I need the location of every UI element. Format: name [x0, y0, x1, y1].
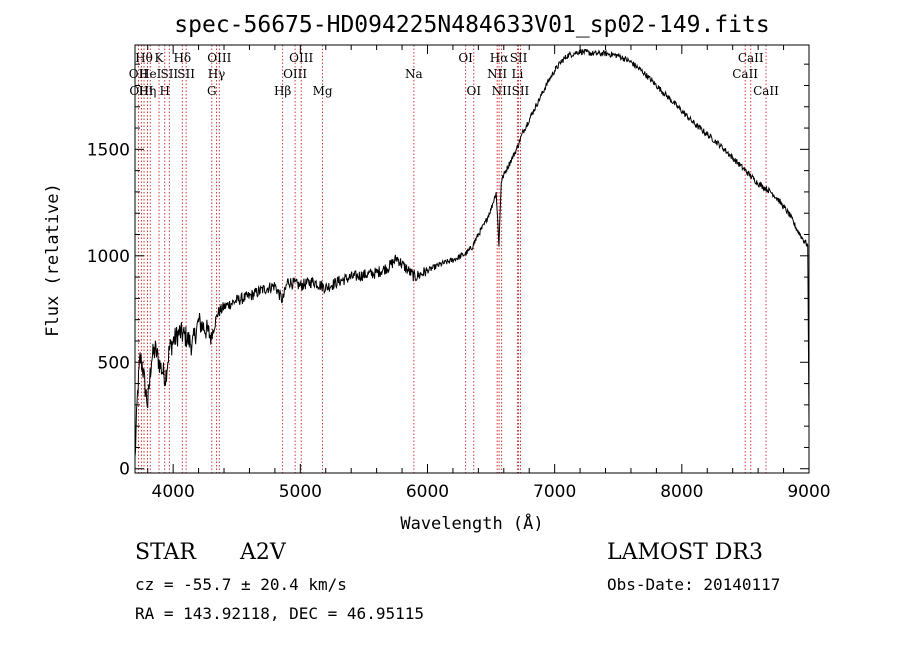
spectral-line-label-4: HeI [139, 67, 162, 81]
y-tick-label-1: 500 [98, 353, 130, 373]
y-tick-label-0: 0 [119, 460, 130, 480]
spectral-line-label-1: OIII [129, 84, 153, 98]
x-tick-label-4: 8000 [660, 482, 703, 502]
spectral-line-label-11: Hγ [208, 67, 226, 81]
y-axis-label: Flux (relative) [43, 183, 63, 337]
x-tick-label-3: 7000 [533, 482, 576, 502]
plot-frame [134, 44, 810, 474]
spectral-line-label-0: OII [129, 67, 149, 81]
spectral-line-label-25: SII [512, 84, 530, 98]
spectral-line-label-18: OI [458, 51, 473, 65]
spectral-line-label-5: K [155, 51, 165, 65]
spectral-line-label-13: Hβ [274, 84, 291, 98]
spectral-line-label-20: NII [487, 67, 507, 81]
object-type: STAR [135, 540, 196, 565]
spectral-line-label-21: Hα [490, 51, 509, 65]
x-tick-label-1: 5000 [279, 482, 322, 502]
spectral-line-label-12: OIII [207, 51, 231, 65]
redshift-readout: cz = -55.7 ± 20.4 km/s [135, 575, 347, 594]
spectral-line-label-19: OI [466, 84, 481, 98]
spectral-line-label-17: Na [405, 67, 423, 81]
spectral-line-label-16: Mg [313, 84, 333, 98]
spectral-line-label-10: G [207, 84, 217, 98]
x-tick-label-0: 4000 [152, 482, 195, 502]
y-tick-label-3: 1500 [87, 140, 130, 160]
survey-name: LAMOST DR3 [607, 540, 763, 565]
spectral-line-label-14: OIII [283, 67, 307, 81]
spectral-line-label-6: H [160, 84, 170, 98]
spectral-line-label-8: Hδ [173, 51, 191, 65]
spectral-line-label-2: Hθ [135, 51, 153, 65]
chart-title: spec-56675-HD094225N484633V01_sp02-149.f… [174, 12, 769, 38]
coordinates: RA = 143.92118, DEC = 46.95115 [135, 604, 424, 623]
line-labels: OII OIII Hθ Hη HeI K H SII Hδ SII G Hγ OIII Hβ OIII OII… [129, 51, 779, 98]
spectral-line-label-3: Hη [139, 84, 157, 98]
y-tick-label-2: 1000 [87, 247, 130, 267]
spectral-line-label-7: SII [160, 67, 178, 81]
x-tick-label-5: 9000 [787, 482, 830, 502]
spectral-subclass: A2V [240, 540, 286, 565]
spectral-line-label-15: OIII [289, 51, 313, 65]
spectral-line-markers [137, 45, 767, 473]
obs-date: Obs-Date: 20140117 [607, 575, 781, 594]
spectral-line-label-23: Li [511, 67, 523, 81]
spectral-line-label-28: CaII [753, 84, 779, 98]
flux-series-line [134, 48, 810, 457]
spectral-line-label-22: NII [492, 84, 512, 98]
spectral-line-label-26: CaII [732, 67, 758, 81]
x-tick-label-2: 6000 [406, 482, 449, 502]
x-axis-label: Wavelength (Å) [400, 512, 543, 534]
spectral-line-label-9: SII [177, 67, 195, 81]
axis-ticks: 4000 5000 6000 7000 8000 9000 0 500 1000 1500 [87, 45, 831, 502]
spectral-line-label-24: SII [510, 51, 528, 65]
spectral-line-label-27: CaII [738, 51, 764, 65]
